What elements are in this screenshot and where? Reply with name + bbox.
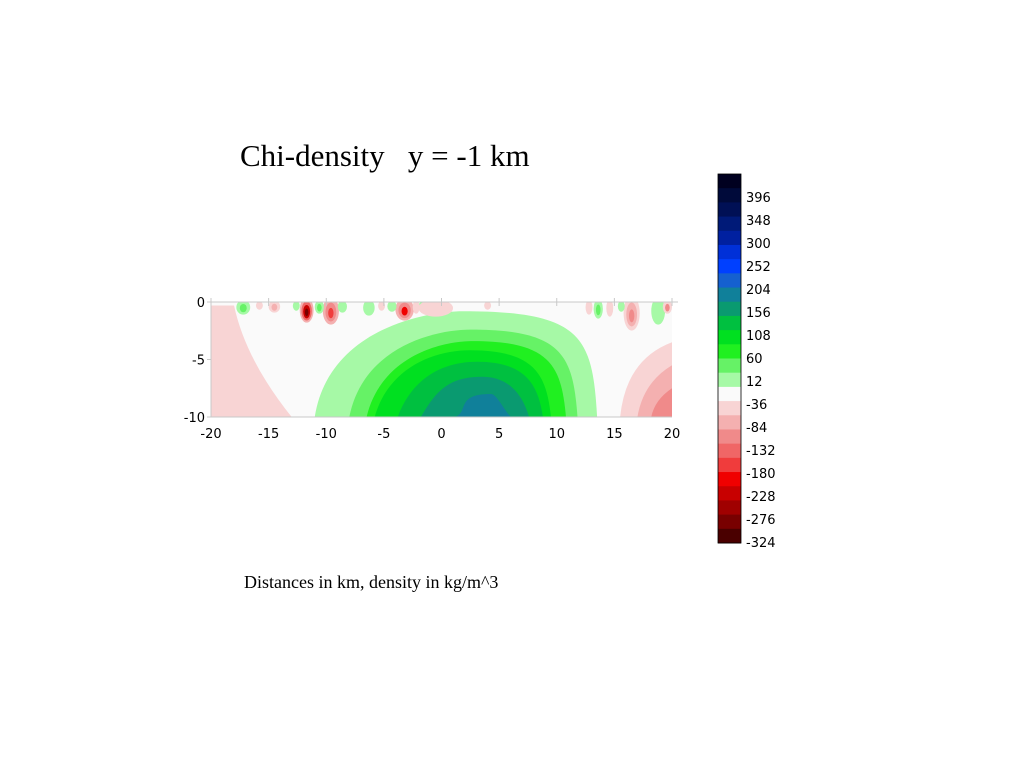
x-tick-label: 15 <box>606 427 623 442</box>
colorbar-label: 12 <box>746 375 763 390</box>
colorbar-swatch <box>718 514 741 530</box>
colorbar-label: -276 <box>746 513 776 528</box>
x-tick-label: -15 <box>258 427 279 442</box>
colorbar-label: -324 <box>746 536 776 551</box>
surface-anomaly-14-0 <box>418 302 454 317</box>
surface-anomaly-20-0 <box>651 302 666 325</box>
x-tick-label: -5 <box>377 427 390 442</box>
y-tick-label: -5 <box>192 354 205 369</box>
surface-anomaly-13-0 <box>412 302 420 314</box>
colorbar-label: 300 <box>746 237 771 252</box>
colorbar-swatch <box>718 401 741 416</box>
surface-anomaly-7-0 <box>387 302 397 312</box>
surface-anomaly-22-0 <box>617 302 625 312</box>
x-tick-label: 5 <box>495 427 503 442</box>
colorbar-swatch <box>718 216 741 232</box>
colorbar-label: -228 <box>746 490 776 505</box>
colorbar-swatch <box>718 344 741 359</box>
colorbar-label: 204 <box>746 283 771 298</box>
x-tick-label: -10 <box>316 427 337 442</box>
colorbar-swatch <box>718 443 741 459</box>
anomaly-negative-right-inner <box>651 388 672 417</box>
surface-anomaly-19-2 <box>628 309 635 323</box>
surface-anomaly-2-2 <box>401 306 408 316</box>
colorbar-swatch <box>718 486 741 501</box>
colorbar-frame <box>717 173 742 544</box>
colorbar-swatch <box>718 358 741 374</box>
colorbar-swatch <box>718 202 741 218</box>
page-title: Chi-density y = -1 km <box>240 138 530 173</box>
surface-anomaly-1-2 <box>328 307 334 319</box>
axes: -20 -15 -10 -5 0 5 10 15 20 0 -5 -10 <box>184 296 681 442</box>
surface-anomaly-9-1 <box>271 303 278 311</box>
surface-anomaly-15-0 <box>484 302 492 310</box>
colorbar: 396 348 300 252 204 156 108 60 12 -36 -84 -132 -180 -… <box>717 173 776 551</box>
colorbar-swatch <box>718 472 741 487</box>
colorbar-swatch <box>718 429 741 445</box>
surface-anomaly-5-0 <box>337 302 347 313</box>
colorbar-label: 252 <box>746 260 771 275</box>
surface-anomaly-4-1 <box>317 303 322 312</box>
caption: Distances in km, density in kg/m^3 <box>244 572 499 592</box>
colorbar-swatch <box>718 500 741 516</box>
surface-anomaly-21-1 <box>665 303 670 312</box>
surface-anomaly-6-0 <box>363 302 375 316</box>
anomaly-positive-contour-6 <box>455 394 513 417</box>
surface-anomaly-0-3 <box>304 308 309 317</box>
colorbar-swatch <box>718 528 741 544</box>
surface-anomaly-3-1 <box>239 303 247 313</box>
colorbar-label: 156 <box>746 306 771 321</box>
y-tick-label: -10 <box>184 411 205 426</box>
colorbar-label: -180 <box>746 467 776 482</box>
colorbar-label: -84 <box>746 421 767 436</box>
colorbar-swatch <box>718 315 741 331</box>
anomaly-negative-left <box>211 305 292 417</box>
colorbar-swatch <box>718 457 741 473</box>
colorbar-swatch <box>718 273 741 289</box>
x-tick-label: 10 <box>548 427 565 442</box>
x-tick-label: 20 <box>664 427 681 442</box>
colorbar-swatch <box>718 188 741 203</box>
colorbar-swatch <box>718 287 741 303</box>
surface-anomaly-12-0 <box>378 302 386 311</box>
surface-anomaly-10-0 <box>255 302 263 310</box>
colorbar-swatch <box>718 386 741 402</box>
surface-anomaly-17-0 <box>585 302 593 315</box>
colorbar-label: 348 <box>746 214 771 229</box>
plot-area <box>211 302 672 417</box>
colorbar-swatch <box>718 301 741 317</box>
colorbar-label: 60 <box>746 352 763 367</box>
colorbar-swatch <box>718 244 741 260</box>
surface-anomaly-16-1 <box>595 304 601 316</box>
colorbar-label: -132 <box>746 444 776 459</box>
colorbar-label: 396 <box>746 191 771 206</box>
colorbar-swatch <box>718 372 741 388</box>
surface-anomaly-11-0 <box>292 302 300 311</box>
colorbar-swatch <box>718 330 741 345</box>
colorbar-label: -36 <box>746 398 767 413</box>
colorbar-swatch <box>718 174 741 189</box>
colorbar-label: 108 <box>746 329 771 344</box>
surface-anomaly-18-0 <box>606 302 614 317</box>
x-tick-label: -20 <box>200 427 221 442</box>
y-tick-label: 0 <box>197 296 205 311</box>
colorbar-swatch <box>718 230 741 246</box>
colorbar-swatch <box>718 259 741 274</box>
colorbar-swatch <box>718 415 741 430</box>
x-tick-label: 0 <box>437 427 445 442</box>
